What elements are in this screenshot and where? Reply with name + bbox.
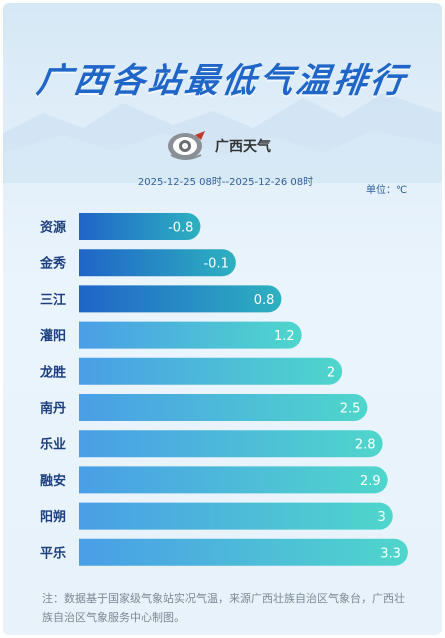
category-label-7: 融安 — [40, 473, 66, 489]
bar-6 — [79, 430, 383, 458]
bar-7 — [79, 466, 388, 494]
bar-0 — [79, 213, 201, 240]
time-range: 2025-12-25 08时--2025-12-26 08时 — [137, 177, 314, 188]
poster-card: 广西各站最低气温排行 广西天气 2025-12-25 08时--2025-12-… — [3, 3, 442, 635]
mountain-background — [3, 93, 442, 183]
category-label-6: 乐业 — [40, 437, 66, 453]
category-label-2: 三江 — [40, 292, 66, 308]
bar-4 — [79, 357, 343, 385]
value-label-4: 2 — [327, 365, 335, 380]
value-label-1: -0.1 — [203, 257, 228, 272]
bar-chart: 资源 -0.8 金秀 -0.1 三江 0.8 灌阳 1.2 龙胜 2 南丹 2.5 乐业 2.8 融安 2.9… — [39, 213, 408, 566]
category-label-0: 资源 — [40, 220, 66, 236]
bar-2 — [79, 285, 282, 313]
footer-note: 注：数据基于国家级气象站实况气温，来源广西壮族自治区气象台，广西壮族自治区气象服… — [42, 592, 405, 624]
bar-8 — [79, 502, 393, 530]
category-label-9: 平乐 — [40, 545, 66, 561]
page-title: 广西各站最低气温排行 — [34, 61, 410, 101]
value-label-0: -0.8 — [168, 221, 193, 236]
value-label-7: 2.9 — [360, 474, 381, 489]
value-label-5: 2.5 — [340, 402, 361, 417]
bar-5 — [79, 394, 368, 421]
unit-label: 单位：℃ — [366, 185, 408, 196]
weather-logo-icon — [168, 131, 205, 160]
value-label-3: 1.2 — [274, 329, 295, 344]
value-label-8: 3 — [377, 510, 385, 525]
category-label-8: 阳朔 — [40, 509, 66, 525]
category-label-4: 龙胜 — [40, 364, 66, 380]
category-label-5: 南丹 — [40, 401, 66, 417]
bar-9 — [79, 538, 408, 566]
category-label-1: 金秀 — [39, 256, 67, 272]
bar-1 — [79, 249, 236, 277]
value-label-2: 0.8 — [254, 293, 275, 308]
value-label-9: 3.3 — [380, 546, 401, 561]
logo-text: 广西天气 — [215, 139, 271, 155]
value-label-6: 2.8 — [355, 438, 376, 453]
category-label-3: 灌阳 — [40, 328, 66, 344]
bar-3 — [79, 321, 302, 349]
